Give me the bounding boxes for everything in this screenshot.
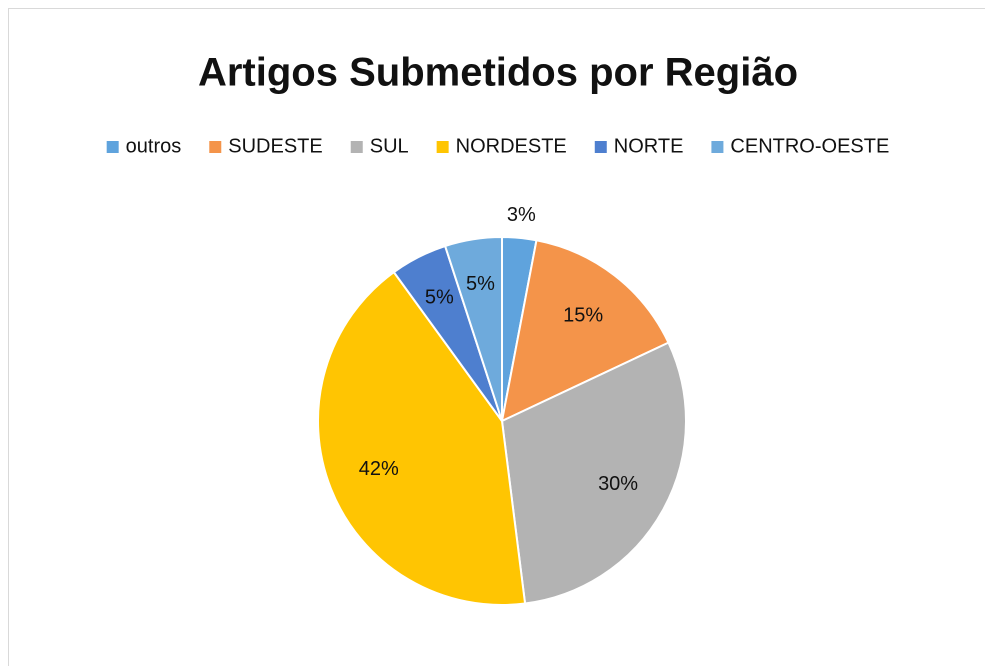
data-label: 3% xyxy=(507,204,536,226)
legend-label: NORDESTE xyxy=(456,135,567,157)
data-label: 15% xyxy=(563,305,603,327)
legend-label: SUL xyxy=(370,135,409,157)
legend-swatch xyxy=(209,141,222,153)
legend-label: NORTE xyxy=(614,135,684,157)
legend-label: CENTRO-OESTE xyxy=(730,135,889,157)
legend-swatch xyxy=(594,141,607,153)
legend-swatch xyxy=(350,141,363,153)
pie-slice xyxy=(500,341,687,605)
data-label: 30% xyxy=(598,473,638,495)
pie-slice xyxy=(443,235,503,422)
legend-label: SUDESTE xyxy=(228,135,322,157)
pie-slice xyxy=(500,239,670,423)
chart-title: Artigos Submetidos por Região xyxy=(198,51,798,95)
data-label: 5% xyxy=(466,273,495,295)
legend-label: outros xyxy=(126,135,182,157)
data-label: 42% xyxy=(359,458,399,480)
pie-slice xyxy=(317,270,527,606)
data-label: 5% xyxy=(425,286,454,308)
legend-swatch xyxy=(106,141,119,153)
legend-swatch xyxy=(711,141,724,153)
legend-swatch xyxy=(436,141,449,153)
